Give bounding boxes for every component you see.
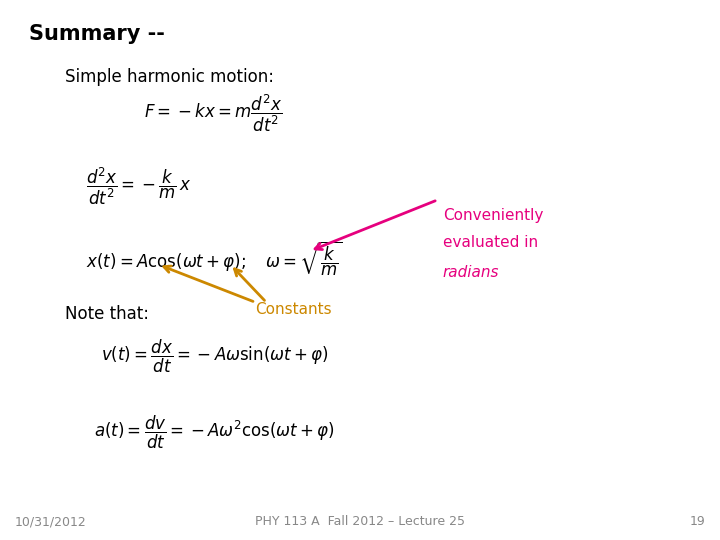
Text: Simple harmonic motion:: Simple harmonic motion: [65,68,274,85]
Text: Constants: Constants [256,302,332,318]
Text: $a(t) = \dfrac{dv}{dt} = -A\omega^2\cos(\omega t + \varphi)$: $a(t) = \dfrac{dv}{dt} = -A\omega^2\cos(… [94,414,334,450]
Text: radians: radians [443,265,499,280]
Text: 10/31/2012: 10/31/2012 [14,515,86,528]
Text: Summary --: Summary -- [29,24,165,44]
Text: 19: 19 [690,515,706,528]
Text: $v(t) = \dfrac{dx}{dt} = -A\omega\sin(\omega t + \varphi)$: $v(t) = \dfrac{dx}{dt} = -A\omega\sin(\o… [101,338,328,375]
Text: PHY 113 A  Fall 2012 – Lecture 25: PHY 113 A Fall 2012 – Lecture 25 [255,515,465,528]
Text: $x(t) = A\cos(\omega t + \varphi);\quad \omega = \sqrt{\dfrac{k}{m}}$: $x(t) = A\cos(\omega t + \varphi);\quad … [86,240,343,279]
Text: $\dfrac{d^2x}{dt^2} = -\dfrac{k}{m}\, x$: $\dfrac{d^2x}{dt^2} = -\dfrac{k}{m}\, x$ [86,166,192,207]
Text: evaluated in: evaluated in [443,235,538,250]
Text: Conveniently: Conveniently [443,208,543,223]
Text: Note that:: Note that: [65,305,149,323]
Text: $F = -kx = m\dfrac{d^2x}{dt^2}$: $F = -kx = m\dfrac{d^2x}{dt^2}$ [144,93,282,134]
